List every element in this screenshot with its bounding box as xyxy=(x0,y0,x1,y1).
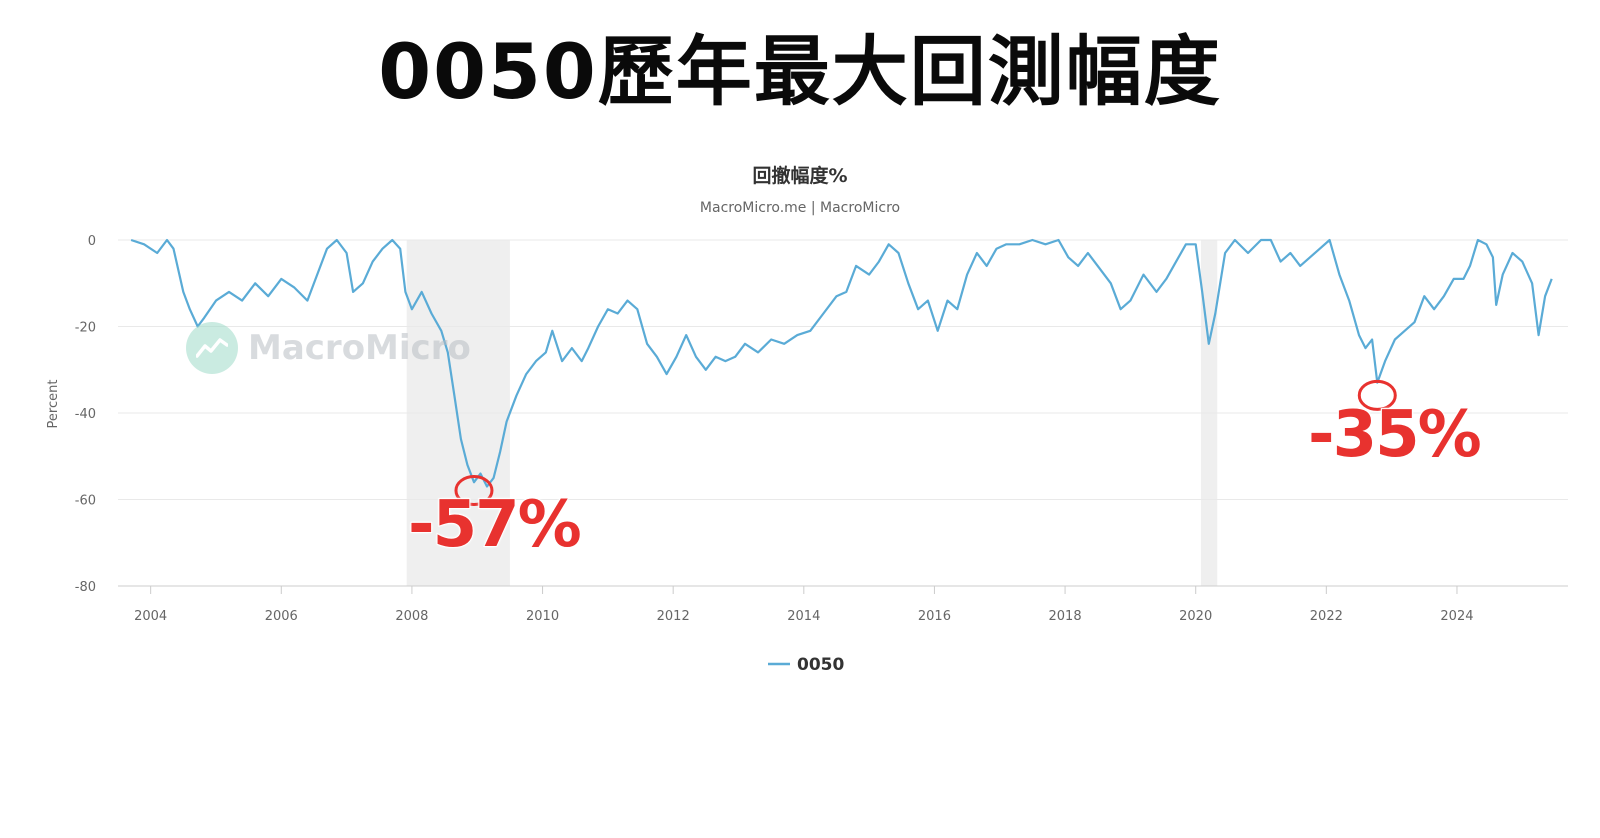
legend-label-0050: 0050 xyxy=(797,655,844,675)
series-line-0050 xyxy=(130,238,1553,488)
watermark: MacroMicro xyxy=(186,322,471,374)
drawdown-callout-2008: -57% xyxy=(407,487,583,563)
chart-subtitle: MacroMicro.me | MacroMicro xyxy=(700,200,900,216)
y-tick-label: -40 xyxy=(75,407,96,422)
y-tick-label: -60 xyxy=(75,494,96,509)
watermark-text: MacroMicro xyxy=(248,328,471,368)
x-axis-ticks: 2004 2006 2008 2010 2012 2014 2016 2018 2020 2022… xyxy=(134,586,1474,624)
x-tick-label: 2006 xyxy=(265,609,298,624)
x-tick-label: 2004 xyxy=(134,609,167,624)
x-tick-label: 2008 xyxy=(395,609,428,624)
x-tick-label: 2012 xyxy=(657,609,690,624)
annotation-circle-0 xyxy=(454,475,494,507)
x-tick-label: 2020 xyxy=(1179,609,1212,624)
y-tick-label: 0 xyxy=(88,234,96,249)
y-tick-label: -20 xyxy=(75,321,96,336)
x-tick-label: 2024 xyxy=(1440,609,1473,624)
macromicro-logo-icon xyxy=(186,322,238,374)
drawdown-callout-2022: -35% xyxy=(1307,397,1483,473)
x-tick-label: 2016 xyxy=(918,609,951,624)
annotation-markers xyxy=(454,379,1397,507)
x-tick-label: 2022 xyxy=(1310,609,1343,624)
y-axis-label: Percent xyxy=(46,380,61,429)
x-tick-label: 2010 xyxy=(526,609,559,624)
x-tick-label: 2014 xyxy=(787,609,820,624)
legend[interactable]: 0050 xyxy=(768,655,844,675)
y-axis-ticks: 0 -20 -40 -60 -80 xyxy=(75,234,96,595)
chart-title: 回撤幅度% xyxy=(752,164,847,187)
x-tick-label: 2018 xyxy=(1049,609,1082,624)
annotation-circle-1 xyxy=(1357,379,1397,411)
y-tick-label: -80 xyxy=(75,580,96,595)
headline: 0050歷年最大回測幅度 xyxy=(378,27,1222,116)
